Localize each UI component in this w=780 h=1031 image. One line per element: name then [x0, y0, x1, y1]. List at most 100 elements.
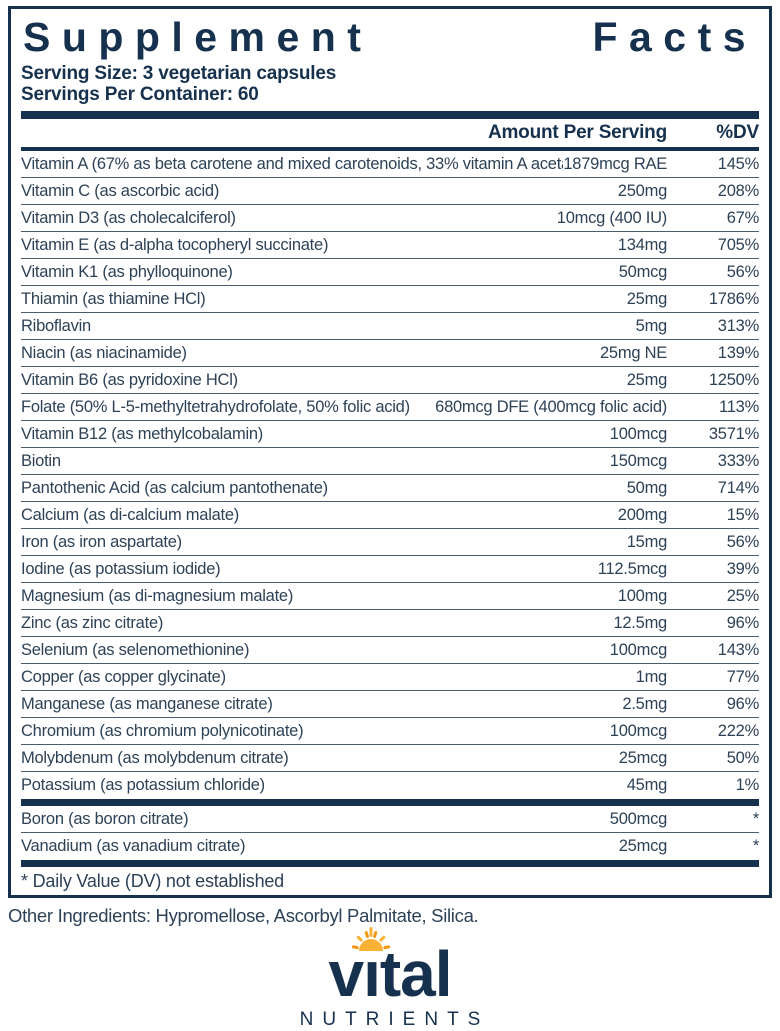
nutrient-dv: *	[752, 809, 759, 828]
nutrient-row: Vitamin E (as d-alpha tocopheryl succina…	[21, 232, 759, 260]
nutrient-dv: 313%	[717, 316, 759, 335]
nutrient-row: Potassium (as potassium chloride) 45mg 1…	[21, 772, 759, 799]
nutrient-dv: 1786%	[708, 289, 759, 308]
nutrient-amount: 25mg	[626, 370, 668, 389]
serving-size-text: Serving Size: 3 vegetarian capsules	[21, 63, 337, 85]
nutrient-amount: 25mg NE	[599, 343, 667, 362]
nutrient-amount: 10mcg (400 IU)	[556, 208, 667, 227]
nutrient-dv: 67%	[726, 208, 760, 227]
nutrient-name: Magnesium (as di-magnesium malate)	[21, 586, 294, 605]
page-title: Supplement Facts	[21, 11, 759, 61]
brand-logo: vı tal NUTRIENTS	[8, 927, 772, 1031]
nutrient-dv: 208%	[717, 181, 759, 200]
nutrient-row: Selenium (as selenomethionine) 100mcg 14…	[21, 637, 759, 665]
nutrient-dv: 143%	[717, 640, 759, 659]
table-column-header: Amount Per Serving %DV	[21, 119, 759, 147]
nutrient-rows-secondary: Boron (as boron citrate) 500mcg * Vanadi…	[21, 806, 759, 860]
thick-divider-middle	[21, 799, 759, 807]
nutrient-name: Folate (50% L-5-methyltetrahydrofolate, …	[21, 397, 410, 416]
nutrient-amount: 25mcg	[618, 837, 668, 856]
brand-letter-i: ı	[352, 927, 391, 1006]
nutrient-row: Zinc (as zinc citrate) 12.5mg 96%	[21, 610, 759, 638]
title-word-facts: Facts	[592, 14, 757, 60]
nutrient-amount: 500mcg	[609, 809, 667, 828]
servings-per-container-text: Servings Per Container: 60	[21, 84, 259, 106]
nutrient-dv: 56%	[726, 262, 760, 281]
nutrient-name: Copper (as copper glycinate)	[21, 667, 226, 686]
nutrient-amount: 200mg	[617, 505, 667, 524]
nutrient-row: Vitamin A (67% as beta carotene and mixe…	[21, 151, 759, 179]
nutrient-name: Iron (as iron aspartate)	[21, 532, 182, 551]
brand-subname-text: NUTRIENTS	[299, 1009, 490, 1031]
nutrient-amount: 2.5mg	[622, 694, 667, 713]
nutrient-name: Potassium (as potassium chloride)	[21, 776, 265, 795]
brand-letter-v: v	[328, 938, 364, 1011]
nutrient-row: Folate (50% L-5-methyltetrahydrofolate, …	[21, 394, 759, 422]
nutrient-row: Vitamin B12 (as methylcobalamin) 100mcg …	[21, 421, 759, 449]
nutrient-amount: 150mcg	[609, 451, 667, 470]
nutrient-row: Vitamin B6 (as pyridoxine HCl) 25mg 1250…	[21, 367, 759, 395]
nutrient-name: Riboflavin	[21, 316, 91, 335]
nutrient-amount: 680mcg DFE (400mcg folic acid)	[435, 397, 667, 416]
nutrient-name: Biotin	[21, 451, 61, 470]
nutrient-row: Niacin (as niacinamide) 25mg NE 139%	[21, 340, 759, 368]
nutrient-dv: 705%	[717, 235, 759, 254]
nutrient-dv: 714%	[717, 478, 759, 497]
header-underline	[21, 147, 759, 152]
nutrient-name: Vitamin C (as ascorbic acid)	[21, 181, 220, 200]
nutrient-name: Vitamin E (as d-alpha tocopheryl succina…	[21, 235, 329, 254]
nutrient-name: Boron (as boron citrate)	[21, 809, 189, 828]
nutrient-amount: 25mcg	[618, 748, 668, 767]
nutrient-name: Vitamin K1 (as phylloquinone)	[21, 262, 233, 281]
nutrient-name: Manganese (as manganese citrate)	[21, 694, 273, 713]
nutrient-row: Boron (as boron citrate) 500mcg *	[21, 806, 759, 834]
footnote-text: * Daily Value (DV) not established	[21, 870, 284, 891]
nutrient-row: Chromium (as chromium polynicotinate) 10…	[21, 718, 759, 746]
nutrient-row: Thiamin (as thiamine HCl) 25mg 1786%	[21, 286, 759, 314]
nutrient-dv: 96%	[726, 694, 760, 713]
sun-icon	[352, 927, 391, 952]
brand-letters-tal: tal	[379, 938, 453, 1011]
nutrient-dv: 56%	[726, 532, 760, 551]
nutrient-amount: 100mg	[617, 586, 667, 605]
nutrient-amount: 250mg	[617, 181, 667, 200]
nutrient-amount: 5mg	[635, 316, 668, 335]
nutrient-row: Iron (as iron aspartate) 15mg 56%	[21, 529, 760, 557]
other-ingredients-text: Other Ingredients: Hypromellose, Ascorby…	[8, 905, 479, 927]
nutrient-row: Molybdenum (as molybdenum citrate) 25mcg…	[21, 745, 759, 773]
nutrient-row: Vanadium (as vanadium citrate) 25mcg *	[21, 833, 759, 860]
supplement-facts-panel: Supplement Facts Serving Size: 3 vegetar…	[8, 6, 772, 899]
nutrient-row: Vitamin C (as ascorbic acid) 250mg 208%	[21, 178, 759, 206]
nutrient-dv: 39%	[726, 559, 760, 578]
brand-name-text: vı tal	[328, 927, 453, 1006]
nutrient-dv: 15%	[726, 505, 760, 524]
nutrient-name: Vitamin B6 (as pyridoxine HCl)	[21, 370, 238, 389]
nutrient-name: Vitamin D3 (as cholecalciferol)	[21, 208, 236, 227]
nutrient-amount: 50mg	[626, 478, 668, 497]
nutrient-name: Thiamin (as thiamine HCl)	[21, 289, 206, 308]
nutrient-name: Zinc (as zinc citrate)	[21, 613, 164, 632]
nutrient-dv: 113%	[719, 397, 759, 416]
nutrient-dv: 222%	[717, 721, 759, 740]
nutrient-name: Vanadium (as vanadium citrate)	[21, 837, 246, 856]
thick-divider-top	[21, 111, 759, 120]
nutrient-row: Riboflavin 5mg 313%	[21, 313, 759, 341]
nutrient-name: Vitamin B12 (as methylcobalamin)	[21, 424, 264, 443]
nutrient-row: Pantothenic Acid (as calcium pantothenat…	[21, 475, 759, 503]
nutrient-row: Vitamin D3 (as cholecalciferol) 10mcg (4…	[21, 205, 760, 233]
nutrient-amount: 1mg	[635, 667, 668, 686]
nutrient-dv: 77%	[726, 667, 760, 686]
nutrient-dv: 1%	[735, 776, 760, 795]
percent-dv-header: %DV	[716, 122, 759, 144]
nutrient-name: Vitamin A (67% as beta carotene and mixe…	[21, 154, 564, 173]
nutrient-dv: 145%	[717, 154, 759, 173]
nutrient-amount: 1879mcg RAE	[563, 154, 667, 173]
title-word-supplement: Supplement	[23, 14, 373, 60]
nutrient-amount: 50mcg	[618, 262, 668, 281]
nutrient-name: Molybdenum (as molybdenum citrate)	[21, 748, 289, 767]
nutrient-name: Niacin (as niacinamide)	[21, 343, 187, 362]
nutrient-dv: 139%	[717, 343, 759, 362]
nutrient-amount: 134mg	[617, 235, 667, 254]
nutrient-amount: 12.5mg	[613, 613, 667, 632]
